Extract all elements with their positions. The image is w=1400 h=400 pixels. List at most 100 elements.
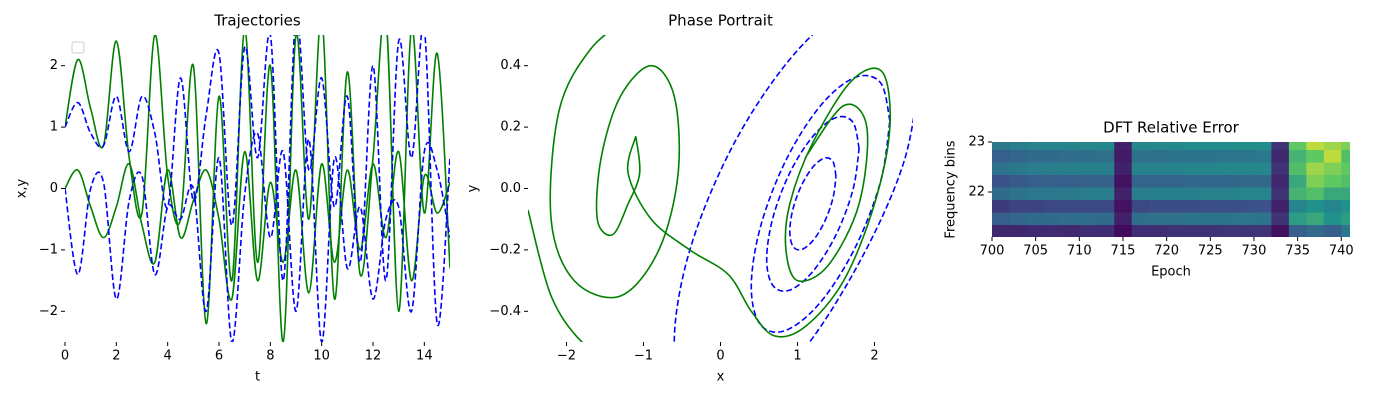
heat-cell [1288, 162, 1307, 175]
series-line [549, 35, 681, 299]
y-axis-label: y [466, 184, 481, 192]
heat-cell [1009, 142, 1028, 150]
heat-cell [1044, 224, 1063, 237]
heat-cell [1009, 174, 1028, 188]
heat-cell [992, 212, 1010, 225]
subplot: Phase Portrait −2 −1 0 1 2 −0.4 −0.2 0.0 0.2 0.4 x y [466, 12, 913, 385]
heat-cell [1044, 162, 1063, 175]
heat-cell [1184, 212, 1203, 225]
heat-cell [1009, 162, 1028, 175]
heat-cell [1306, 224, 1325, 237]
heat-cell [1114, 187, 1133, 200]
heat-cell [1184, 149, 1203, 163]
heat-cell [1341, 174, 1350, 188]
heat-cell [1271, 199, 1290, 213]
heat-cell [992, 162, 1010, 175]
heat-cell [1253, 149, 1272, 163]
heat-cell [992, 224, 1010, 237]
heat-cell [1009, 212, 1028, 225]
x-tick-label: 710 [1067, 244, 1092, 259]
heat-cell [1166, 212, 1185, 225]
series-line [65, 35, 450, 327]
heat-cell [1341, 162, 1350, 175]
heat-cell [1009, 149, 1028, 163]
y-tick-label: 0.0 [500, 181, 521, 196]
heat-cell [1114, 142, 1133, 150]
heat-cell [1341, 142, 1350, 150]
heat-cell [1044, 187, 1063, 200]
heat-cell [1061, 149, 1080, 163]
heat-cell [1253, 199, 1272, 213]
heat-cell [1114, 149, 1133, 163]
heat-cell [1201, 199, 1220, 213]
heat-cell [1341, 199, 1350, 213]
x-tick-label: 730 [1242, 244, 1267, 259]
x-axis-label: t [255, 370, 260, 385]
heat-cell [1253, 142, 1272, 150]
heat-cell [1219, 142, 1237, 150]
heat-cell [1288, 212, 1307, 225]
series-line [528, 209, 584, 342]
x-tick-label: 700 [980, 244, 1005, 259]
heat-cell [1149, 199, 1168, 213]
series-line [673, 35, 913, 342]
heat-cell [1096, 149, 1115, 163]
heat-cell [1288, 174, 1307, 188]
heat-cell [1044, 212, 1063, 225]
x-tick-label: 14 [416, 349, 433, 364]
series-line [65, 150, 450, 301]
heat-cell [1149, 174, 1168, 188]
chart-title: Trajectories [213, 12, 301, 30]
heat-cell [1236, 174, 1255, 188]
heat-cell [1219, 212, 1237, 225]
x-tick-label: −1 [634, 349, 653, 364]
heat-cell [1306, 162, 1325, 175]
heat-cell [1149, 162, 1168, 175]
x-tick-label: 725 [1198, 244, 1223, 259]
heat-cell [1271, 142, 1290, 150]
heat-cell [1306, 212, 1325, 225]
heat-cell [1219, 162, 1237, 175]
heat-cell [1009, 187, 1028, 200]
heat-cell [1079, 199, 1098, 213]
heat-cell [1166, 142, 1185, 150]
heat-cell [1131, 224, 1150, 237]
x-tick-label: 1 [793, 349, 801, 364]
heat-cell [1184, 162, 1203, 175]
heat-cell [1166, 174, 1185, 188]
heat-cell [1236, 142, 1255, 150]
x-tick-label: 740 [1329, 244, 1354, 259]
heat-cell [1201, 149, 1220, 163]
y-axis-label: x,y [15, 178, 30, 198]
heat-cell [1236, 199, 1255, 213]
x-tick-label: 735 [1285, 244, 1310, 259]
heat-cell [1184, 142, 1203, 150]
heat-cell [1288, 187, 1307, 200]
heat-cell [1253, 162, 1272, 175]
heat-cell [1096, 212, 1115, 225]
heat-cell [1131, 174, 1150, 188]
heat-cell [1026, 142, 1045, 150]
heat-cell [1236, 149, 1255, 163]
heat-cell [1131, 212, 1150, 225]
heat-cell [1096, 174, 1115, 188]
heat-cell [1009, 224, 1028, 237]
heat-cell [1184, 187, 1203, 200]
heat-cell [1061, 199, 1080, 213]
heat-cell [1201, 212, 1220, 225]
heat-cell [1026, 149, 1045, 163]
series-line [788, 157, 837, 251]
heat-cell [1323, 224, 1342, 237]
heat-cell [1096, 199, 1115, 213]
heat-cell [1061, 187, 1080, 200]
plot-area [528, 35, 913, 342]
heat-cell [1306, 199, 1325, 213]
y-tick-label: 0.4 [500, 58, 521, 73]
heat-cell [1184, 199, 1203, 213]
heat-cell [1236, 187, 1255, 200]
series-line [765, 115, 860, 292]
heat-cell [1149, 149, 1168, 163]
x-tick-label: 2 [112, 349, 120, 364]
heat-cell [1166, 199, 1185, 213]
